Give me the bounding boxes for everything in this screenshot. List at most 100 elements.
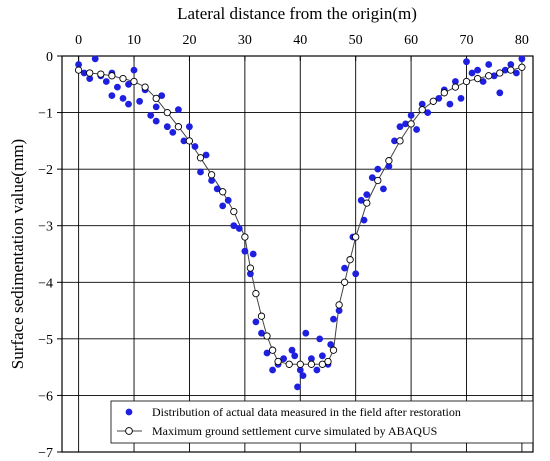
- field-data-point: [479, 78, 487, 85]
- x-tick-label: 10: [127, 33, 141, 48]
- field-data-point: [313, 366, 321, 374]
- field-data-point: [299, 372, 307, 379]
- abaqus-sim-point: [97, 70, 105, 78]
- abaqus-sim-point: [329, 346, 338, 354]
- abaqus-sim-point: [473, 74, 482, 83]
- field-data-point: [435, 95, 443, 102]
- abaqus-sim-point: [219, 188, 227, 196]
- legend-label-abaqus: Maximum ground settlement curve simulate…: [152, 424, 437, 438]
- y-tick-label: 0: [46, 50, 53, 65]
- y-tick-label: −1: [38, 107, 53, 122]
- y-tick-label: −6: [38, 389, 53, 404]
- y-axis-title: Surface sedimentation value(mm): [8, 139, 27, 369]
- field-data-point: [291, 352, 299, 360]
- abaqus-sim-point: [196, 154, 205, 162]
- field-data-point: [230, 222, 238, 230]
- abaqus-sim-point: [374, 176, 382, 185]
- axis-ticks: 0 10 20 30 40 50 60 70 80 0 −1 −2 −3 −4 −5 −6 −7: [38, 33, 529, 461]
- field-data-point: [294, 383, 301, 391]
- field-data-point: [186, 123, 193, 131]
- field-data-point: [374, 165, 382, 173]
- legend-marker-field-data: [125, 408, 133, 416]
- field-data-point: [91, 55, 99, 63]
- field-data-point: [418, 100, 426, 108]
- field-data-point: [330, 315, 337, 323]
- abaqus-sim-point: [507, 66, 515, 74]
- abaqus-sim-point: [407, 120, 415, 128]
- abaqus-sim-point: [429, 97, 437, 105]
- abaqus-sim-point: [324, 357, 332, 366]
- field-data-point: [213, 185, 221, 193]
- abaqus-sim-point: [268, 346, 277, 354]
- abaqus-sim-point: [141, 83, 149, 91]
- field-data-point: [241, 247, 249, 255]
- abaqus-sim-point: [496, 69, 504, 77]
- field-data-point: [363, 191, 371, 199]
- legend-marker-abaqus: [125, 427, 133, 435]
- legend-label-field-data: Distribution of actual data measured in …: [152, 405, 461, 419]
- field-data-point: [180, 137, 188, 145]
- field-data-point: [197, 168, 204, 176]
- field-data-point: [463, 58, 470, 66]
- field-data-point: [235, 225, 243, 232]
- x-tick-label: 60: [404, 33, 418, 48]
- abaqus-sim-point: [440, 89, 448, 97]
- abaqus-sim-point: [485, 72, 493, 80]
- field-data-point: [296, 366, 304, 374]
- field-data-point: [518, 55, 526, 63]
- x-axis-title: Lateral distance from the origin(m): [177, 4, 417, 23]
- field-data-point: [424, 109, 432, 116]
- field-data-point: [413, 126, 420, 133]
- field-data-point: [280, 355, 287, 363]
- x-tick-label: 20: [182, 33, 196, 48]
- field-data-point: [119, 95, 127, 102]
- abaqus-sim-point: [241, 233, 249, 241]
- field-data-point: [446, 100, 454, 108]
- field-data-point: [319, 352, 326, 360]
- field-data-point: [147, 112, 155, 119]
- field-data-point: [485, 61, 493, 68]
- abaqus-sim-point: [518, 63, 526, 71]
- abaqus-sim-point: [174, 123, 183, 131]
- abaqus-sim-point: [252, 289, 260, 298]
- abaqus-sim-point: [396, 137, 404, 145]
- field-data-point: [407, 112, 415, 119]
- field-data-point: [501, 66, 509, 74]
- abaqus-sim-point: [163, 108, 171, 117]
- field-data-point: [152, 103, 160, 111]
- field-data-point: [385, 162, 393, 170]
- field-data-point: [490, 72, 498, 80]
- abaqus-sim-point: [307, 360, 316, 368]
- field-data-point: [114, 83, 121, 91]
- abaqus-sim-point: [86, 69, 94, 77]
- x-tick-label: 80: [515, 33, 529, 48]
- field-data-point: [252, 318, 260, 326]
- field-data-point: [247, 270, 254, 278]
- field-data-point: [136, 97, 144, 105]
- data-markers: [74, 55, 526, 391]
- field-data-point: [108, 92, 116, 99]
- abaqus-sim-point: [418, 106, 426, 114]
- x-tick-label: 40: [293, 33, 307, 48]
- y-tick-label: −5: [38, 333, 53, 348]
- field-data-point: [316, 335, 324, 343]
- field-data-point: [86, 75, 94, 82]
- field-data-point: [341, 264, 348, 272]
- field-data-point: [191, 143, 199, 150]
- field-data-point: [396, 123, 404, 131]
- abaqus-sim-point: [352, 233, 360, 241]
- abaqus-sim-point: [346, 256, 354, 264]
- field-data-point: [391, 137, 398, 145]
- field-data-point: [507, 61, 515, 68]
- field-data-point: [125, 80, 132, 88]
- abaqus-sim-point: [385, 157, 393, 165]
- field-data-point: [208, 177, 216, 184]
- y-tick-label: −7: [38, 446, 53, 461]
- abaqus-sim-point: [296, 360, 304, 368]
- field-data-point: [327, 341, 335, 348]
- field-data-point: [130, 66, 138, 74]
- x-tick-label: 0: [75, 33, 82, 48]
- field-data-point: [75, 61, 82, 68]
- field-data-point: [368, 174, 376, 182]
- abaqus-sim-point: [263, 332, 271, 340]
